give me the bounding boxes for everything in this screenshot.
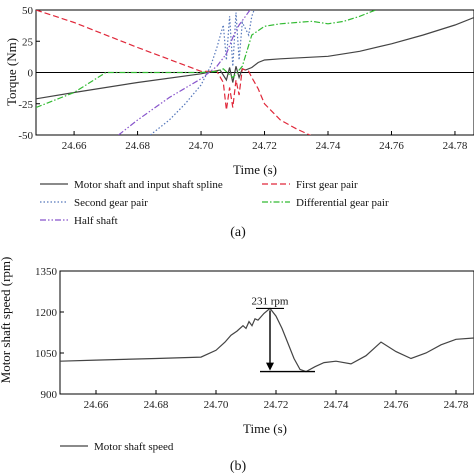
x-tick-label: 24.76 xyxy=(379,140,404,152)
series-line-motor-shaft-speed xyxy=(60,307,474,373)
panel-a-legend: Motor shaft and input shaft spline First … xyxy=(40,179,389,227)
y-tick-label: 1350 xyxy=(35,266,58,278)
panel-b-xlabel: Time (s) xyxy=(243,421,287,436)
panel-a-ylabel: Torque (Nm) xyxy=(4,38,19,106)
panel-b-ylabel: Motor shaft speed (rpm) xyxy=(0,257,13,384)
x-tick-label: 24.74 xyxy=(324,399,349,411)
x-tick-label: 24.70 xyxy=(189,140,214,152)
x-tick-label: 24.72 xyxy=(264,399,289,411)
y-tick-label: 25 xyxy=(22,36,34,48)
panel-b-ticks: 24.66 24.68 24.70 24.72 24.74 24.76 24.78 900 10… xyxy=(35,266,469,411)
panel-b-plot-frame xyxy=(59,270,474,395)
panel-b-annotation: 231 rpm xyxy=(252,295,315,373)
x-tick-label: 24.70 xyxy=(204,399,229,411)
panel-a-ticks: 24.66 24.68 24.70 24.72 24.74 24.76 24.78 -50 -2… xyxy=(18,5,474,152)
legend-label: Motor shaft and input shaft spline xyxy=(74,179,223,191)
panel-b-legend: Motor shaft speed xyxy=(60,441,174,453)
y-tick-label: -50 xyxy=(18,130,33,142)
legend-label: First gear pair xyxy=(296,179,358,191)
series-line-differential-gear-pair xyxy=(36,10,376,109)
x-tick-label: 24.78 xyxy=(444,399,469,411)
panel-b-series xyxy=(60,307,474,373)
panel-b-speed-chart: 24.66 24.68 24.70 24.72 24.74 24.76 24.78 900 10… xyxy=(0,257,474,474)
y-tick-label: 50 xyxy=(22,5,34,17)
x-tick-label: 24.78 xyxy=(443,140,468,152)
x-tick-label: 24.76 xyxy=(384,399,409,411)
x-tick-label: 24.72 xyxy=(252,140,277,152)
annotation-label: 231 rpm xyxy=(252,295,289,307)
x-tick-label: 24.68 xyxy=(125,140,150,152)
x-tick-label: 24.74 xyxy=(316,140,341,152)
series-line-first-gear-pair xyxy=(36,10,312,135)
y-tick-label: 1050 xyxy=(35,348,58,360)
panel-a-label: (a) xyxy=(230,225,246,240)
x-tick-label: 24.68 xyxy=(144,399,169,411)
panel-a-xlabel: Time (s) xyxy=(233,162,277,177)
panel-a-torque-chart: 24.66 24.68 24.70 24.72 24.74 24.76 24.78 -50 -2… xyxy=(4,5,474,240)
series-line-second-gear-pair xyxy=(149,10,255,135)
y-tick-label: -25 xyxy=(18,99,33,111)
y-tick-label: 900 xyxy=(41,389,58,401)
legend-label: Second gear pair xyxy=(74,197,148,209)
legend-label: Differential gear pair xyxy=(296,197,389,209)
y-tick-label: 1200 xyxy=(35,307,58,319)
y-tick-label: 0 xyxy=(28,68,34,80)
series-line-motor-shaft-and-input-shaft-spline xyxy=(36,16,474,100)
series-line-half-shaft xyxy=(118,10,251,135)
legend-label: Half shaft xyxy=(74,215,118,227)
legend-label: Motor shaft speed xyxy=(94,441,174,453)
panel-b-label: (b) xyxy=(230,459,247,474)
x-tick-label: 24.66 xyxy=(84,399,109,411)
x-tick-label: 24.66 xyxy=(62,140,87,152)
panel-a-series xyxy=(36,10,474,135)
annotation-arrowhead xyxy=(266,362,274,371)
